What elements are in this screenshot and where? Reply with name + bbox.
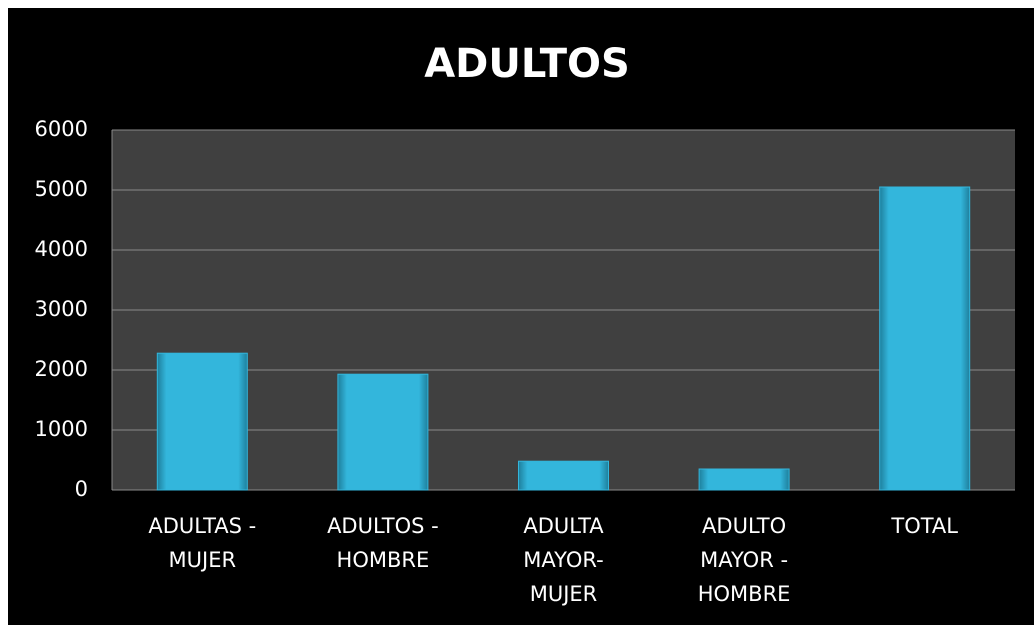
y-tick-label: 0 <box>75 477 88 501</box>
y-tick-label: 6000 <box>35 117 88 141</box>
bar <box>337 373 429 491</box>
bar <box>879 186 971 491</box>
bar <box>698 468 790 491</box>
x-tick-label: MAYOR- <box>523 548 603 572</box>
x-tick-label: MAYOR - <box>700 548 788 572</box>
y-tick-label: 3000 <box>35 297 88 321</box>
bar <box>518 460 609 491</box>
x-tick-label: ADULTAS - <box>148 514 256 538</box>
y-tick-label: 1000 <box>35 417 88 441</box>
x-tick-label: MUJER <box>530 582 598 606</box>
x-tick-label: ADULTOS - <box>327 514 439 538</box>
chart-title: ADULTOS <box>424 41 630 87</box>
bar <box>156 352 248 491</box>
x-tick-label: TOTAL <box>890 514 958 538</box>
y-tick-label: 5000 <box>35 177 88 201</box>
y-tick-label: 4000 <box>35 237 88 261</box>
x-tick-label: ADULTO <box>702 514 786 538</box>
y-tick-label: 2000 <box>35 357 88 381</box>
x-tick-label: HOMBRE <box>698 582 791 606</box>
x-tick-label: ADULTA <box>523 514 604 538</box>
x-tick-label: MUJER <box>169 548 237 572</box>
x-tick-label: HOMBRE <box>337 548 430 572</box>
